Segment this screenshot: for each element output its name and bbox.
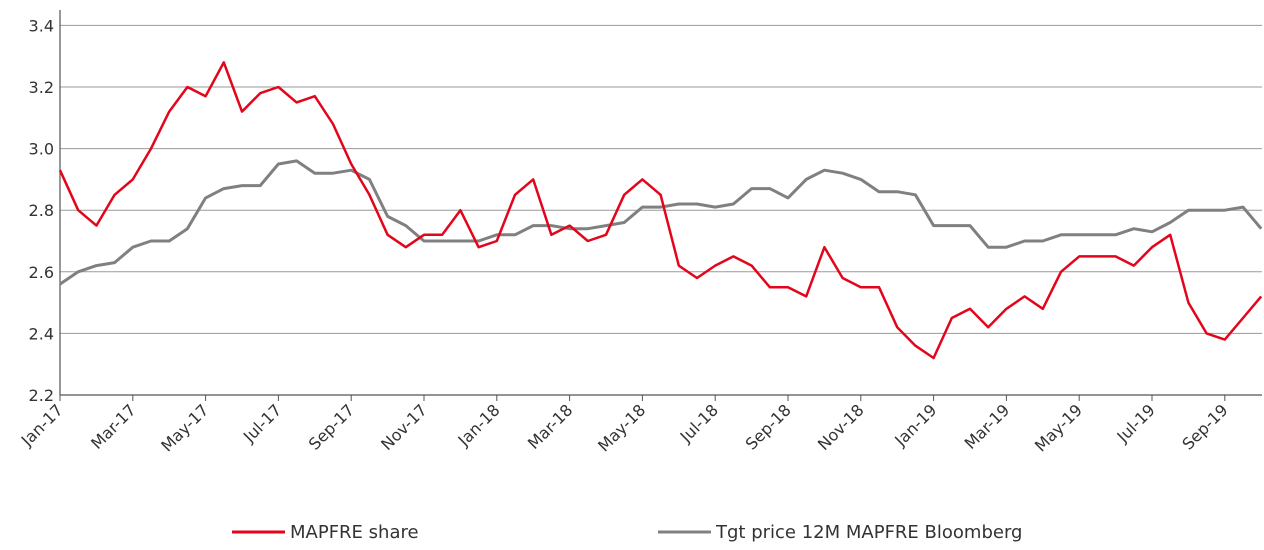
x-tick-label: Jul-18 xyxy=(676,400,722,446)
legend-label: MAPFRE share xyxy=(290,522,419,543)
x-tick-label: Jul-17 xyxy=(239,400,285,446)
x-tick-label: Mar-17 xyxy=(87,400,140,453)
series-line xyxy=(59,159,1263,286)
y-tick-label: 2.2 xyxy=(29,386,54,405)
series-line xyxy=(58,61,1263,360)
x-tick-label: May-19 xyxy=(1031,400,1086,455)
x-tick-label: Jan-18 xyxy=(454,400,504,450)
x-tick-label: Jan-17 xyxy=(17,400,67,450)
x-tick-label: Nov-17 xyxy=(377,400,431,454)
x-tick-label: Jan-19 xyxy=(890,400,940,450)
x-tick-label: Sep-19 xyxy=(1178,400,1231,453)
x-tick-label: Sep-17 xyxy=(305,400,358,453)
y-tick-label: 3.0 xyxy=(29,140,54,159)
x-tick-label: May-17 xyxy=(157,400,212,455)
y-tick-label: 3.4 xyxy=(29,16,54,35)
y-tick-label: 3.2 xyxy=(29,78,54,97)
y-tick-label: 2.8 xyxy=(29,201,54,220)
x-tick-label: Jul-19 xyxy=(1113,400,1159,446)
x-tick-label: Mar-18 xyxy=(524,400,577,453)
legend-label: Tgt price 12M MAPFRE Bloomberg xyxy=(715,522,1022,543)
x-tick-label: Mar-19 xyxy=(961,400,1014,453)
y-tick-label: 2.4 xyxy=(29,324,54,343)
x-tick-label: Nov-18 xyxy=(814,400,868,454)
x-tick-label: Sep-18 xyxy=(742,400,795,453)
x-tick-label: May-18 xyxy=(594,400,649,455)
y-tick-label: 2.6 xyxy=(29,263,54,282)
